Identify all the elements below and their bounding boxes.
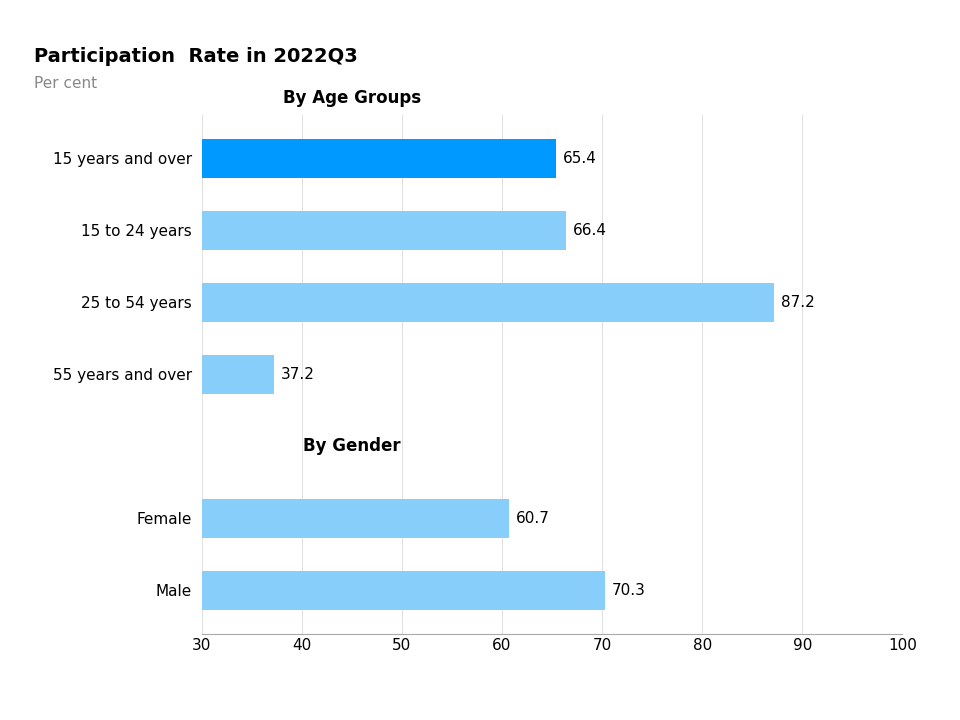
Bar <box>202 570 605 611</box>
Text: 66.4: 66.4 <box>573 223 607 238</box>
Text: 87.2: 87.2 <box>781 295 815 310</box>
Text: By Age Groups: By Age Groups <box>282 89 420 107</box>
Text: 65.4: 65.4 <box>563 151 597 166</box>
Text: Participation  Rate in 2022Q3: Participation Rate in 2022Q3 <box>34 47 357 66</box>
Bar <box>202 498 509 539</box>
Text: 70.3: 70.3 <box>612 583 646 598</box>
Bar <box>202 138 556 179</box>
Bar <box>202 282 775 323</box>
Text: By Gender: By Gender <box>303 437 400 455</box>
Bar <box>202 355 274 395</box>
Bar <box>202 211 566 251</box>
Text: 60.7: 60.7 <box>516 511 550 526</box>
Text: Per cent: Per cent <box>34 76 97 91</box>
Text: 37.2: 37.2 <box>280 367 315 382</box>
